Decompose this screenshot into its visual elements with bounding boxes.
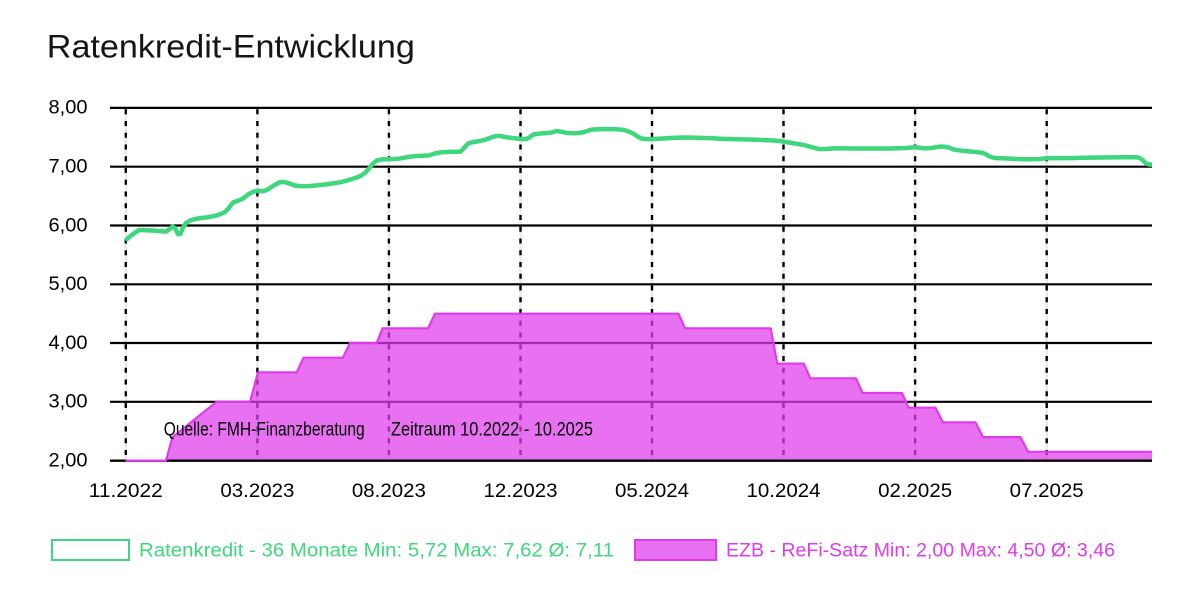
- svg-text:03.2023: 03.2023: [220, 481, 294, 502]
- svg-text:4,00: 4,00: [49, 333, 88, 354]
- svg-text:5,00: 5,00: [49, 274, 88, 295]
- svg-text:07.2025: 07.2025: [1010, 481, 1084, 502]
- svg-text:12.2023: 12.2023: [484, 481, 558, 502]
- svg-text:Ratenkredit-Entwicklung: Ratenkredit-Entwicklung: [47, 29, 415, 65]
- svg-text:8,00: 8,00: [49, 98, 88, 119]
- svg-text:10.2024: 10.2024: [747, 481, 821, 502]
- svg-text:3,00: 3,00: [49, 392, 88, 413]
- svg-text:02.2025: 02.2025: [878, 481, 952, 502]
- svg-text:6,00: 6,00: [49, 215, 88, 236]
- svg-text:Zeitraum 10.2022 - 10.2025: Zeitraum 10.2022 - 10.2025: [391, 419, 593, 440]
- svg-text:Quelle: FMH-Finanzberatung: Quelle: FMH-Finanzberatung: [164, 419, 365, 440]
- svg-text:Ratenkredit - 36 Monate Min: 5: Ratenkredit - 36 Monate Min: 5,72 Max: 7…: [139, 541, 614, 562]
- svg-text:05.2024: 05.2024: [615, 481, 689, 502]
- svg-text:08.2023: 08.2023: [352, 481, 426, 502]
- svg-text:7,00: 7,00: [49, 157, 88, 178]
- svg-text:11.2022: 11.2022: [89, 481, 163, 502]
- svg-text:EZB - ReFi-Satz Min: 2,00 Max:: EZB - ReFi-Satz Min: 2,00 Max: 4,50 Ø: 3…: [726, 541, 1115, 562]
- svg-text:2,00: 2,00: [49, 450, 88, 471]
